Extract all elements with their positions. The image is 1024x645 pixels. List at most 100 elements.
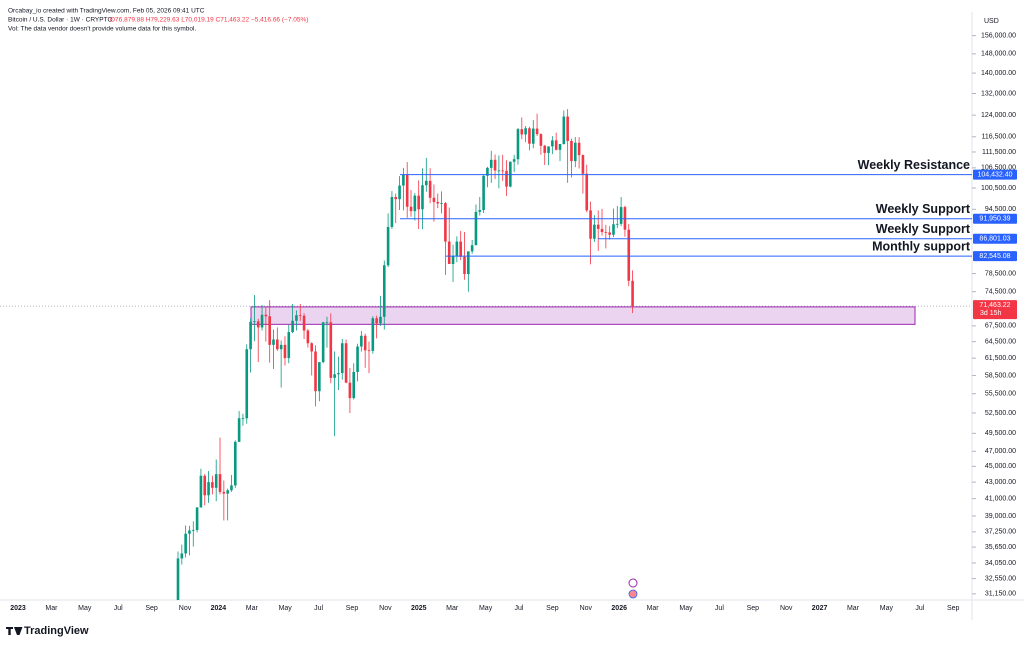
candle-body bbox=[516, 129, 520, 160]
candle-body bbox=[570, 140, 573, 162]
candle-body bbox=[211, 482, 214, 488]
candle-body bbox=[352, 371, 356, 399]
zone bbox=[250, 306, 916, 325]
level-price-label: 104,432.40 bbox=[977, 172, 1012, 179]
candle-body bbox=[398, 185, 401, 200]
candle-body bbox=[245, 349, 249, 419]
y-tick-label: 116,500.00 bbox=[981, 134, 1016, 141]
candle-body bbox=[589, 210, 592, 239]
y-tick-label: 32,550.00 bbox=[985, 575, 1016, 582]
candle-body bbox=[512, 159, 516, 162]
x-tick-label: Nov bbox=[780, 605, 793, 612]
y-tick-label: 35,650.00 bbox=[985, 544, 1016, 551]
candle-body bbox=[405, 174, 409, 207]
y-tick-label: 148,000.00 bbox=[981, 51, 1016, 58]
y-tick-label: 156,000.00 bbox=[981, 32, 1016, 39]
candle-body bbox=[226, 490, 229, 494]
candle-body bbox=[402, 174, 405, 186]
candle-body bbox=[551, 140, 554, 147]
candle-body bbox=[302, 315, 306, 331]
y-tick-label: 55,500.00 bbox=[985, 391, 1016, 398]
candle-body bbox=[184, 533, 187, 554]
level-note: Monthly support bbox=[872, 239, 971, 253]
candle-body bbox=[486, 167, 489, 176]
candle-body bbox=[344, 343, 348, 383]
x-tick-label: Mar bbox=[246, 605, 259, 612]
y-tick-label: 140,000.00 bbox=[981, 70, 1016, 77]
x-tick-label: Nov bbox=[580, 605, 593, 612]
current-price-box bbox=[973, 300, 1017, 320]
x-tick-label: May bbox=[479, 605, 493, 612]
candle-body bbox=[474, 211, 478, 246]
y-tick-label: 52,500.00 bbox=[985, 410, 1016, 417]
candle-body bbox=[234, 441, 237, 486]
x-tick-label: Jul bbox=[715, 605, 724, 612]
candle-body bbox=[543, 145, 547, 153]
current-countdown: 3d 15h bbox=[980, 310, 1002, 317]
candle-body bbox=[329, 322, 333, 378]
y-tick-label: 49,500.00 bbox=[985, 430, 1016, 437]
candle-body bbox=[585, 173, 589, 211]
y-tick-label: 111,500.00 bbox=[982, 149, 1016, 156]
y-tick-label: 94,500.00 bbox=[985, 206, 1016, 213]
candle-body bbox=[318, 362, 321, 392]
event-icon bbox=[628, 578, 638, 588]
candle-body bbox=[356, 346, 359, 372]
candle-body bbox=[619, 207, 623, 224]
candle-body bbox=[436, 202, 440, 204]
y-tick-label: 74,500.00 bbox=[985, 289, 1016, 296]
candle-body bbox=[501, 170, 504, 172]
candle-body bbox=[616, 223, 619, 225]
candle-body bbox=[547, 146, 550, 153]
candle-body bbox=[325, 322, 329, 324]
candle-body bbox=[291, 320, 294, 333]
x-tick-label: Sep bbox=[346, 605, 359, 612]
candle-body bbox=[394, 197, 398, 200]
candle-body bbox=[627, 229, 631, 281]
x-tick-label: Nov bbox=[179, 605, 192, 612]
x-tick-label: May bbox=[880, 605, 894, 612]
event-icon bbox=[628, 589, 638, 599]
candle-body bbox=[283, 344, 287, 359]
level-price-label: 86,801.03 bbox=[979, 236, 1010, 243]
candle-body bbox=[195, 507, 199, 531]
candle-body bbox=[279, 344, 283, 350]
candle-body bbox=[363, 335, 367, 351]
y-tick-label: 64,500.00 bbox=[985, 338, 1016, 345]
candle-body bbox=[272, 339, 275, 345]
candle-body bbox=[470, 245, 474, 252]
x-tick-label: Jul bbox=[915, 605, 924, 612]
candle-body bbox=[298, 315, 302, 317]
candle-body bbox=[256, 321, 260, 328]
candle-body bbox=[237, 418, 241, 442]
level-note: Weekly Support bbox=[876, 222, 971, 236]
candle-body bbox=[562, 116, 566, 144]
level-price-label: 91,950.39 bbox=[979, 216, 1010, 223]
level-price-box bbox=[973, 251, 1017, 262]
x-tick-label: May bbox=[279, 605, 293, 612]
candle-body bbox=[176, 558, 180, 600]
candle-body bbox=[417, 195, 420, 210]
candle-body bbox=[463, 256, 466, 275]
candle-body bbox=[497, 170, 501, 172]
candle-body bbox=[337, 373, 340, 375]
candle-body bbox=[203, 475, 207, 496]
candle-body bbox=[260, 314, 264, 328]
y-tick-label: 41,000.00 bbox=[985, 495, 1016, 502]
candle-body bbox=[444, 203, 447, 242]
candle-body bbox=[413, 195, 417, 212]
candle-body bbox=[218, 474, 222, 492]
candle-body bbox=[287, 332, 291, 359]
candle-body bbox=[425, 180, 428, 186]
x-tick-label: Mar bbox=[446, 605, 459, 612]
y-tick-label: 39,000.00 bbox=[985, 513, 1016, 520]
candle-body bbox=[478, 210, 482, 212]
candle-body bbox=[253, 321, 256, 323]
level-price-box bbox=[973, 233, 1017, 244]
candle-body bbox=[573, 142, 577, 162]
candle-body bbox=[222, 491, 226, 494]
candle-body bbox=[489, 159, 493, 168]
y-tick-label: 43,000.00 bbox=[985, 479, 1016, 486]
candle-body bbox=[268, 316, 271, 345]
